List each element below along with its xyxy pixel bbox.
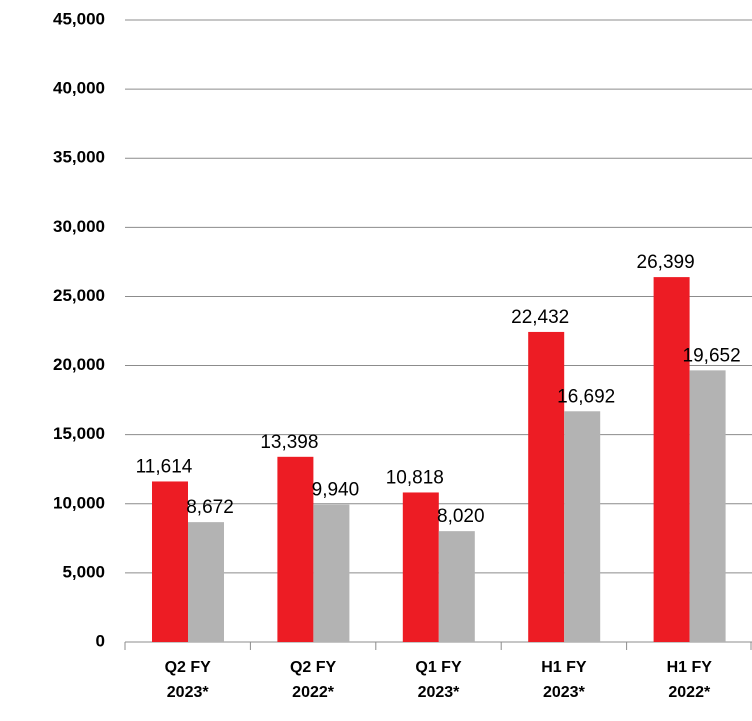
y-tick-label: 20,000: [53, 355, 105, 374]
x-tick-line: Q2 FY: [290, 659, 337, 676]
y-tick-label: 35,000: [53, 148, 105, 167]
data-label: 13,398: [260, 432, 318, 453]
bar: [653, 277, 690, 642]
x-tick-line: 2022*: [292, 684, 335, 701]
x-tick-line: H1 FY: [541, 659, 587, 676]
bar: [152, 481, 188, 642]
x-tick-line: Q2 FY: [165, 659, 212, 676]
x-tick-label: Q2 FY 2022*: [290, 659, 337, 701]
bar: [277, 456, 314, 642]
y-tick-label: 25,000: [53, 286, 105, 305]
data-label: 19,652: [683, 345, 741, 366]
bar: [188, 522, 224, 642]
x-tick-label: Q1 FY 2023*: [415, 659, 462, 701]
bar: [402, 492, 439, 642]
y-tick-label: 40,000: [53, 79, 105, 98]
data-label: 8,672: [186, 497, 234, 518]
data-label: 8,020: [437, 506, 485, 527]
x-tick-label: Q2 FY 2023*: [165, 659, 212, 701]
bar: [689, 370, 726, 642]
x-tick-label: H1 FY 2022*: [667, 659, 713, 701]
data-label: 22,432: [511, 307, 569, 328]
bar: [564, 411, 601, 642]
bar: [438, 531, 475, 642]
x-tick-line: 2023*: [167, 684, 210, 701]
data-label: 11,614: [136, 456, 193, 477]
data-label: 10,818: [386, 467, 444, 488]
y-tick-label: 30,000: [53, 217, 105, 236]
x-tick-line: 2023*: [418, 684, 461, 701]
y-tick-label: 10,000: [53, 493, 105, 512]
x-tick-line: 2022*: [668, 684, 711, 701]
y-tick-label: 15,000: [53, 424, 105, 443]
y-tick-label: 0: [96, 631, 105, 650]
y-tick-label: 45,000: [53, 9, 105, 28]
data-label: 9,940: [312, 480, 360, 501]
x-tick-line: 2023*: [543, 684, 586, 701]
data-label: 26,399: [637, 252, 695, 273]
x-tick-line: Q1 FY: [415, 659, 462, 676]
data-label: 16,692: [557, 386, 615, 407]
y-tick-label: 5,000: [62, 562, 105, 581]
bar: [313, 504, 350, 642]
x-tick-label: H1 FY 2023*: [541, 659, 587, 701]
bar: [528, 331, 565, 642]
x-tick-line: H1 FY: [667, 659, 713, 676]
